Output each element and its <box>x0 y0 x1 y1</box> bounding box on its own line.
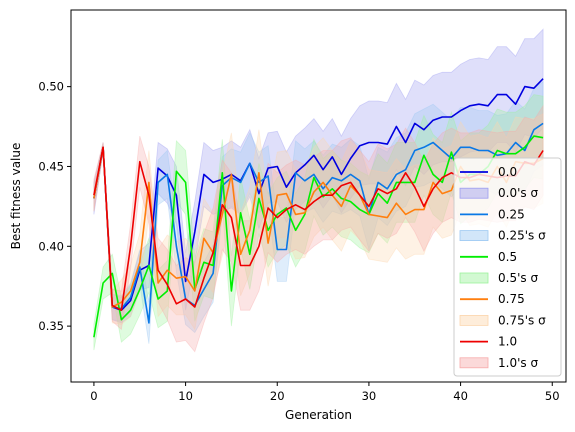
legend-sigma-label: 0.5's σ <box>498 271 538 285</box>
legend-box <box>453 157 562 377</box>
legend-swatch-band <box>459 314 489 326</box>
series-line-0 <box>93 78 544 312</box>
legend-sigma-label: 0.0's σ <box>498 186 538 200</box>
y-axis: 0.35 0.40 0.45 0.50 <box>38 80 71 333</box>
legend-swatch-band <box>459 357 489 369</box>
legend-swatch-band <box>459 272 489 284</box>
x-tick-label: 10 <box>178 389 193 403</box>
x-axis: 0 10 20 30 40 50 <box>90 382 560 403</box>
legend-label: 1.0 <box>498 335 517 349</box>
legend-label: 0.25 <box>498 207 525 221</box>
x-tick-label: 20 <box>270 389 285 403</box>
x-tick-label: 30 <box>362 389 377 403</box>
y-tick-label: 0.50 <box>38 80 64 94</box>
x-tick-label: 0 <box>90 389 97 403</box>
series-line-1 <box>93 122 544 324</box>
y-tick-label: 0.45 <box>38 159 64 173</box>
y-axis-label: Best fitness value <box>9 143 23 250</box>
legend: 0.0 0.0's σ 0.25 0.25's σ 0.5 0.5's σ 0.75 0.75… <box>453 157 562 377</box>
legend-sigma-label: 0.25's σ <box>498 229 546 243</box>
legend-label: 0.5 <box>498 250 517 264</box>
x-tick-label: 40 <box>453 389 468 403</box>
plot-frame <box>70 9 567 383</box>
y-tick-label: 0.35 <box>38 319 64 333</box>
legend-swatch-band <box>459 230 489 242</box>
legend-swatch-band <box>459 187 489 199</box>
x-tick-label: 50 <box>545 389 560 403</box>
legend-sigma-label: 1.0's σ <box>498 356 538 370</box>
legend-label: 0.75 <box>498 292 525 306</box>
sigma-band-0 <box>93 28 544 324</box>
legend-label: 0.0 <box>498 165 517 179</box>
y-tick-label: 0.40 <box>38 239 64 253</box>
x-axis-label: Generation <box>285 408 352 422</box>
legend-sigma-label: 0.75's σ <box>498 313 546 327</box>
